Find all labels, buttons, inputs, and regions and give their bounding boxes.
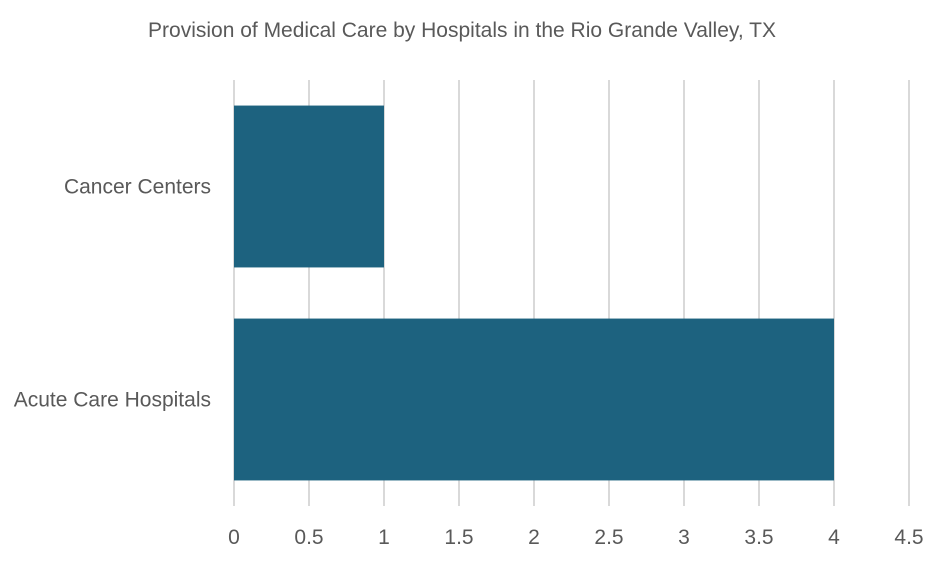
x-tick-label: 0 xyxy=(228,526,240,549)
x-tick-label: 4.5 xyxy=(894,526,923,549)
x-tick-label: 2.5 xyxy=(594,526,623,549)
x-tick-label: 2 xyxy=(528,526,540,549)
category-label: Acute Care Hospitals xyxy=(14,389,211,412)
x-tick-label: 1 xyxy=(378,526,390,549)
x-axis-tick-labels: 0 0.5 1 1.5 2 2.5 3 3.5 4 4.5 xyxy=(228,526,923,549)
x-tick-label: 0.5 xyxy=(294,526,323,549)
bar xyxy=(234,105,384,268)
bars xyxy=(234,105,834,481)
chart-title: Provision of Medical Care by Hospitals i… xyxy=(148,19,776,42)
x-tick-label: 1.5 xyxy=(444,526,473,549)
category-labels: Cancer Centers Acute Care Hospitals xyxy=(14,176,211,412)
x-tick-label: 3.5 xyxy=(744,526,773,549)
bar xyxy=(234,318,834,481)
x-tick-label: 4 xyxy=(828,526,840,549)
x-tick-label: 3 xyxy=(678,526,690,549)
category-label: Cancer Centers xyxy=(64,176,211,199)
